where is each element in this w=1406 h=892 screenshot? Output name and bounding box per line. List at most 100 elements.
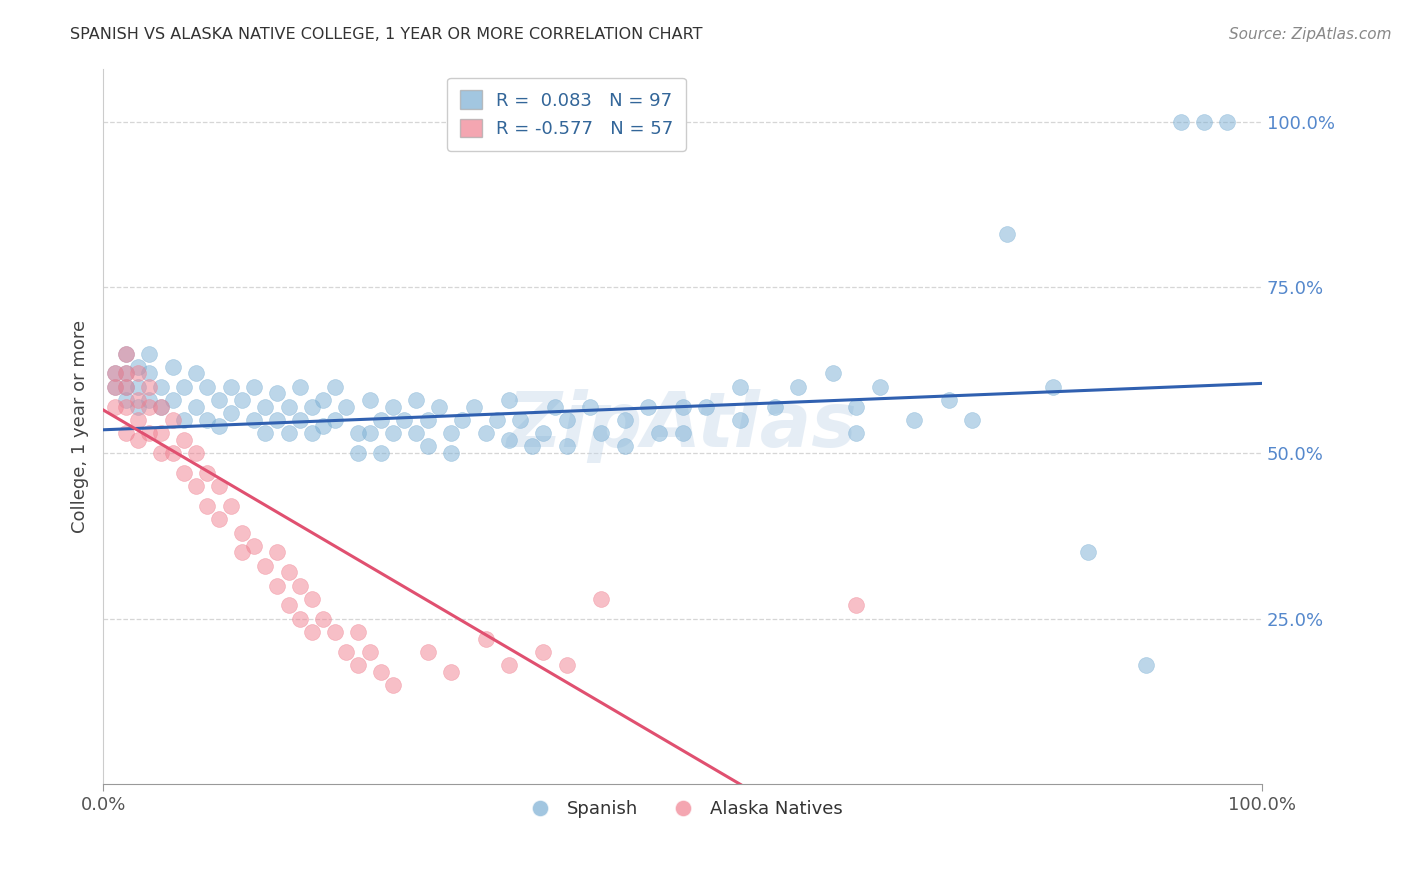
Point [301,591,323,606]
Point [486,413,509,427]
Point [184,479,207,493]
Point [150,400,173,414]
Point [416,413,439,427]
Point [115,400,138,414]
Point [359,392,381,407]
Point [370,413,392,427]
Point [138,426,160,441]
Text: Source: ZipAtlas.com: Source: ZipAtlas.com [1229,27,1392,42]
Point [138,400,160,414]
Point [416,645,439,659]
Point [104,380,127,394]
Point [208,479,231,493]
Point [219,499,242,513]
Point [730,380,752,394]
Point [231,545,253,559]
Point [127,400,149,414]
Point [115,346,138,360]
Point [869,380,891,394]
Point [219,406,242,420]
Point [254,400,277,414]
Point [184,367,207,381]
Point [845,426,868,441]
Point [104,367,127,381]
Point [266,386,288,401]
Point [695,400,717,414]
Point [231,525,253,540]
Point [312,392,335,407]
Point [208,419,231,434]
Point [254,558,277,573]
Point [197,499,219,513]
Point [115,346,138,360]
Point [277,400,299,414]
Point [335,645,357,659]
Point [138,392,160,407]
Point [127,380,149,394]
Point [288,413,311,427]
Point [301,624,323,639]
Point [162,446,184,460]
Point [231,392,253,407]
Point [381,678,404,692]
Point [1216,114,1239,128]
Point [648,426,671,441]
Point [938,392,960,407]
Point [359,645,381,659]
Point [474,632,496,646]
Point [1192,114,1215,128]
Point [359,426,381,441]
Point [115,392,138,407]
Point [1170,114,1192,128]
Point [405,392,427,407]
Point [242,380,264,394]
Point [219,380,242,394]
Point [405,426,427,441]
Point [104,380,127,394]
Point [960,413,983,427]
Point [150,426,173,441]
Point [173,380,195,394]
Point [104,367,127,381]
Point [266,413,288,427]
Point [381,426,404,441]
Point [266,545,288,559]
Text: SPANISH VS ALASKA NATIVE COLLEGE, 1 YEAR OR MORE CORRELATION CHART: SPANISH VS ALASKA NATIVE COLLEGE, 1 YEAR… [70,27,703,42]
Point [730,413,752,427]
Point [555,658,578,673]
Point [138,380,160,394]
Point [115,380,138,394]
Point [613,413,636,427]
Point [613,439,636,453]
Point [162,392,184,407]
Point [555,413,578,427]
Point [197,380,219,394]
Point [451,413,474,427]
Point [288,380,311,394]
Point [266,578,288,592]
Point [150,446,173,460]
Point [127,367,149,381]
Point [127,392,149,407]
Point [127,433,149,447]
Point [347,624,370,639]
Point [150,380,173,394]
Point [498,392,520,407]
Point [1135,658,1157,673]
Point [242,413,264,427]
Text: ZipAtlas: ZipAtlas [508,390,858,464]
Point [591,426,613,441]
Point [301,426,323,441]
Point [208,512,231,526]
Point [763,400,786,414]
Point [184,446,207,460]
Point [591,591,613,606]
Point [787,380,810,394]
Point [347,426,370,441]
Point [335,400,357,414]
Point [173,413,195,427]
Point [323,413,346,427]
Point [138,367,160,381]
Point [115,367,138,381]
Point [115,426,138,441]
